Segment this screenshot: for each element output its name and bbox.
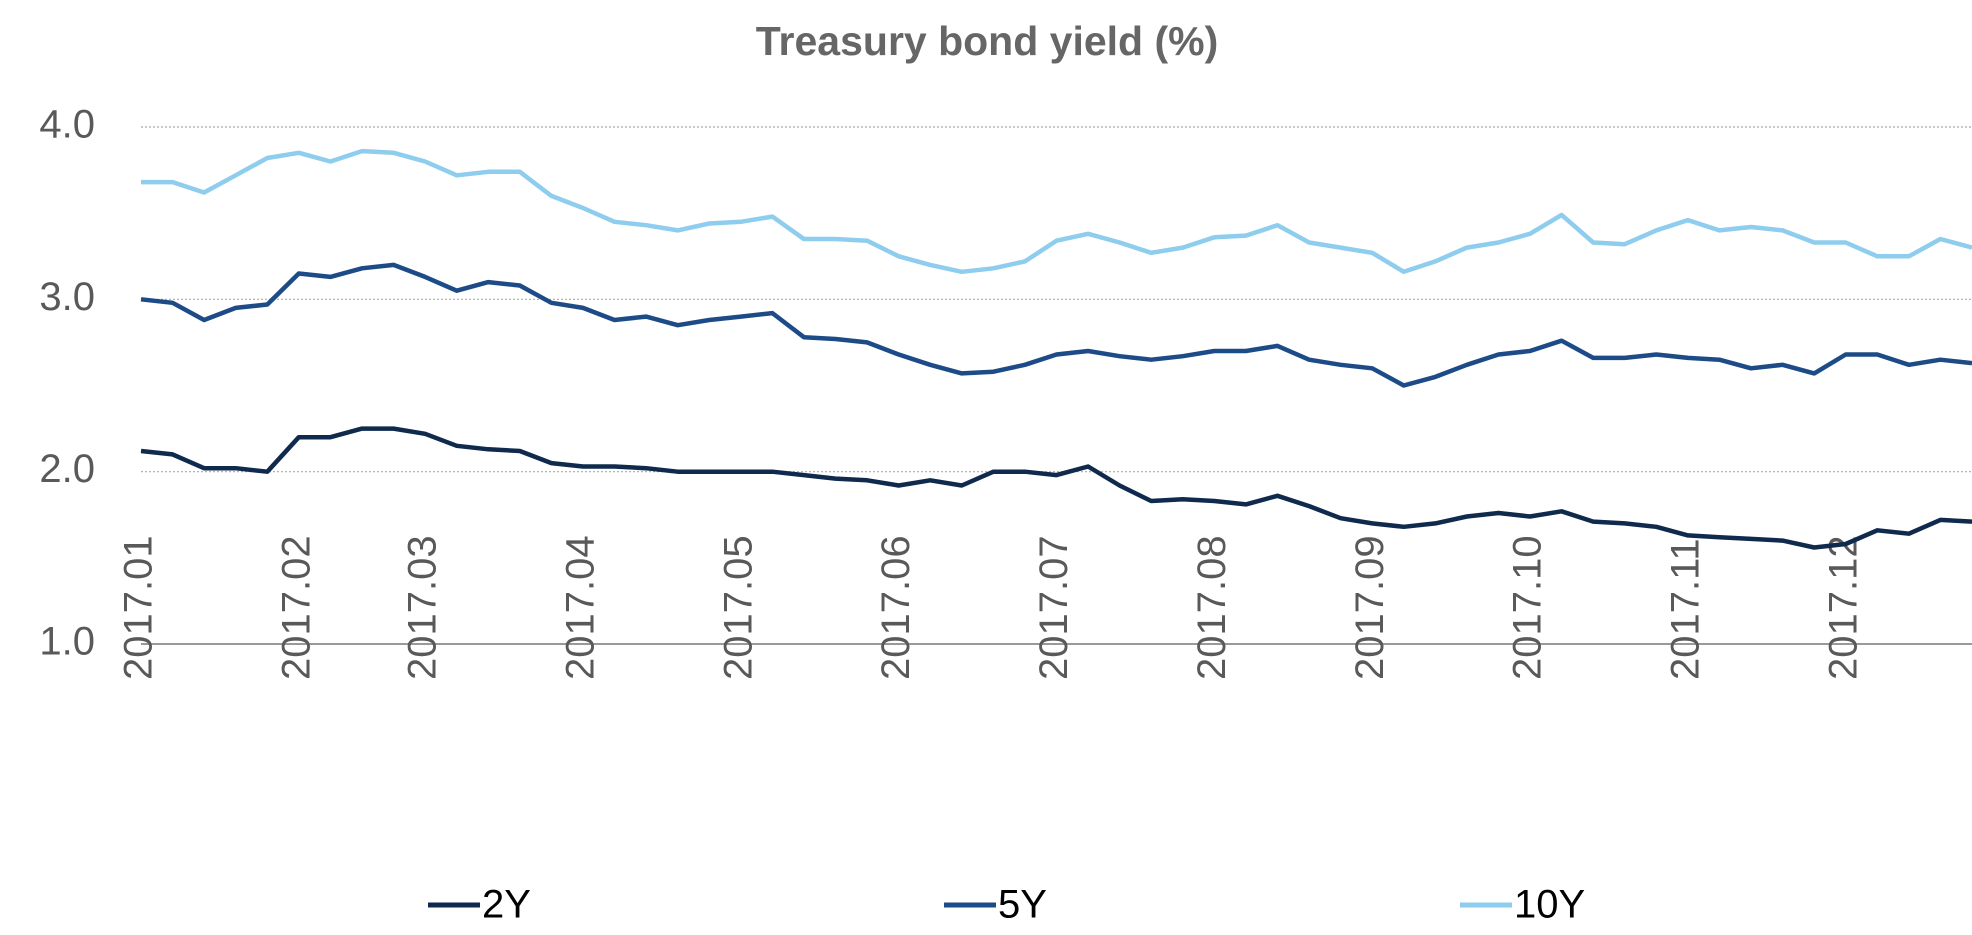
x-tick-label: 2017.07 — [1032, 535, 1076, 680]
chart-title: Treasury bond yield (%) — [756, 18, 1219, 64]
x-tick-label: 2017.06 — [874, 535, 918, 680]
x-tick-label: 2017.08 — [1190, 535, 1234, 680]
legend-label: 10Y — [1514, 883, 1585, 927]
x-tick-label: 2017.05 — [716, 535, 760, 680]
series-line — [140, 426, 1972, 550]
x-tick-label: 2017.09 — [1348, 535, 1392, 680]
y-tick-label: 2.0 — [39, 447, 95, 491]
y-tick-label: 4.0 — [39, 103, 95, 147]
x-tick-label: 2017.04 — [559, 535, 603, 680]
x-tick-label: 2017.02 — [274, 535, 318, 680]
y-tick-label: 3.0 — [39, 275, 95, 319]
x-tick-label: 2017.03 — [401, 535, 445, 680]
x-tick-label: 2017.12 — [1821, 535, 1865, 680]
x-tick-label: 2017.11 — [1663, 538, 1707, 680]
x-tick-label: 2017.10 — [1506, 535, 1550, 680]
series-line — [140, 262, 1972, 388]
x-tick-label: 2017.01 — [117, 535, 161, 680]
series-line — [141, 148, 1972, 275]
y-tick-label: 1.0 — [39, 620, 95, 664]
legend-label: 5Y — [998, 883, 1047, 927]
legend-label: 2Y — [482, 883, 531, 927]
